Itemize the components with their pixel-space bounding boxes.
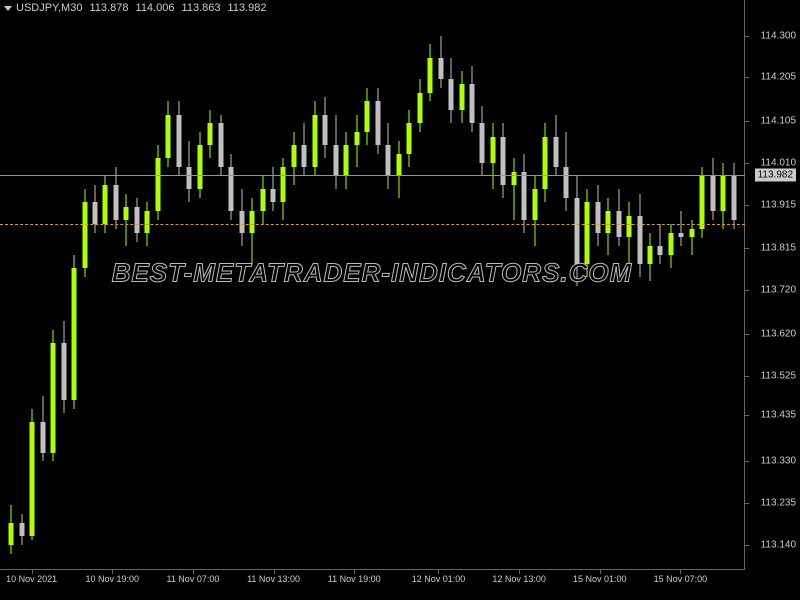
y-tick-label: 113.435 <box>761 410 796 421</box>
chart-header: USDJPY,M30 113.878 114.006 113.863 113.9… <box>4 2 267 14</box>
y-axis: 114.300 114.205 114.105 114.010 113.915 113.8… <box>745 0 800 570</box>
y-tick-label: 113.815 <box>761 243 796 254</box>
x-tick-label: 11 Nov 13:00 <box>247 574 300 584</box>
y-tick-label: 113.525 <box>761 370 796 381</box>
y-tick-label: 113.235 <box>761 498 796 509</box>
ohlc-h: 114.006 <box>136 2 175 14</box>
x-tick-label: 15 Nov 07:00 <box>654 574 708 584</box>
dropdown-icon <box>4 6 12 11</box>
y-tick-label: 114.010 <box>761 157 796 168</box>
ohlc-c: 113.982 <box>228 2 267 14</box>
y-tick-label: 113.720 <box>761 285 796 296</box>
x-axis: 10 Nov 2021 10 Nov 19:00 11 Nov 07:00 11 No… <box>0 570 745 600</box>
y-tick-label: 113.915 <box>761 199 796 210</box>
x-tick-label: 10 Nov 2021 <box>6 574 57 584</box>
y-tick-label: 114.105 <box>761 116 796 127</box>
x-tick-label: 11 Nov 07:00 <box>166 574 219 584</box>
y-tick-label: 114.300 <box>761 30 796 41</box>
chart-area[interactable]: USDJPY,M30 113.878 114.006 113.863 113.9… <box>0 0 745 570</box>
x-tick-label: 12 Nov 01:00 <box>412 574 466 584</box>
current-price-label: 113.982 <box>755 169 796 182</box>
watermark-text: BEST-METATRADER-INDICATORS.COM <box>112 258 633 289</box>
ohlc-o: 113.878 <box>90 2 129 14</box>
x-tick-label: 10 Nov 19:00 <box>86 574 140 584</box>
symbol-label: USDJPY,M30 <box>16 2 82 14</box>
x-tick-label: 12 Nov 13:00 <box>492 574 546 584</box>
y-tick-label: 113.620 <box>761 329 796 340</box>
y-tick-label: 114.205 <box>761 72 796 83</box>
x-tick-label: 15 Nov 01:00 <box>573 574 627 584</box>
y-tick-label: 113.330 <box>761 456 796 467</box>
y-tick-label: 113.140 <box>761 539 796 550</box>
x-tick-label: 11 Nov 19:00 <box>328 574 381 584</box>
ohlc-l: 113.863 <box>182 2 221 14</box>
